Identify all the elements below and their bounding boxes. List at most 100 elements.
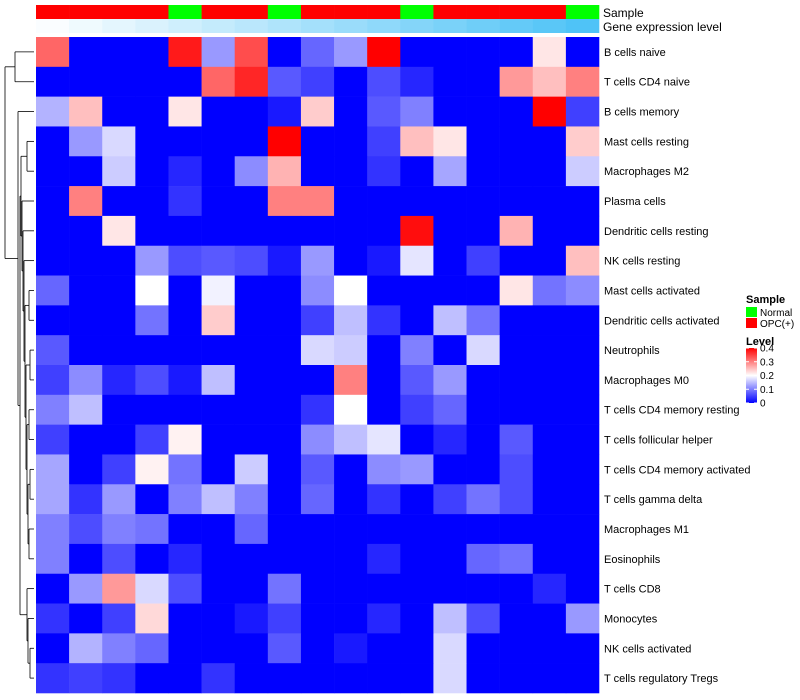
heatmap-cell — [135, 603, 169, 634]
heatmap-cell — [201, 245, 236, 276]
sample-annotation-cell — [367, 5, 401, 19]
heatmap-cell — [201, 126, 236, 157]
heatmap-cell — [267, 335, 302, 366]
legend-label-opc: OPC(+) — [760, 319, 794, 330]
heatmap-cell — [334, 365, 368, 396]
row-label: NK cells resting — [604, 256, 680, 268]
heatmap-cell — [400, 543, 434, 575]
heatmap-cell — [300, 66, 335, 97]
heatmap-cell — [36, 424, 70, 455]
heatmap-cell — [69, 454, 103, 485]
expression-annotation-cell — [532, 19, 567, 33]
heatmap-cell — [201, 335, 236, 366]
heatmap-cell — [466, 633, 500, 664]
heatmap-cell — [234, 663, 269, 694]
heatmap-cell — [466, 663, 500, 694]
heatmap-cell — [234, 126, 269, 157]
heatmap-cell — [433, 215, 467, 247]
row-label: Monocytes — [604, 613, 658, 625]
heatmap-cell — [334, 275, 368, 306]
heatmap-cell — [532, 365, 567, 396]
heatmap-cell — [532, 454, 567, 485]
heatmap-cell — [168, 484, 202, 515]
heatmap-cell — [400, 514, 434, 545]
legend-swatch-normal — [746, 307, 757, 317]
legend-tick-label: 0 — [760, 399, 766, 410]
legend-level-title: Level — [746, 336, 774, 348]
heatmap-cell — [334, 96, 368, 127]
row-label: T cells CD4 naive — [604, 77, 690, 89]
heatmap-cell — [168, 543, 202, 575]
heatmap-cell — [102, 454, 136, 485]
heatmap-cell — [532, 484, 567, 515]
row-dendrogram — [4, 51, 34, 679]
row-label: Dendritic cells activated — [604, 315, 720, 327]
heatmap-cell — [135, 573, 169, 604]
heatmap-cell — [36, 275, 70, 306]
expression-annotation-cell — [367, 19, 401, 33]
heatmap-cell — [234, 335, 269, 366]
heatmap-cell — [69, 156, 103, 187]
sample-annotation-cell — [102, 5, 136, 19]
heatmap-cell — [400, 245, 434, 276]
heatmap-cell — [69, 335, 103, 366]
heatmap-cell — [565, 96, 600, 127]
heatmap-cell — [367, 245, 401, 276]
heatmap-cell — [433, 454, 467, 485]
heatmap-cell — [234, 96, 269, 127]
heatmap-cell — [102, 275, 136, 306]
heatmap-cell — [267, 514, 302, 545]
heatmap-cell — [532, 335, 567, 366]
heatmap-cell — [499, 663, 534, 694]
heatmap-cell — [267, 305, 302, 336]
heatmap-cell — [300, 663, 335, 694]
heatmap-cell — [267, 633, 302, 664]
heatmap-cell — [367, 633, 401, 664]
heatmap-cell — [102, 365, 136, 396]
heatmap-cell — [466, 543, 500, 575]
heatmap-cell — [267, 126, 302, 157]
heatmap-cell — [102, 633, 136, 664]
heatmap-cell — [135, 663, 169, 694]
heatmap-cell — [466, 96, 500, 127]
legend-level-colorbar — [746, 348, 757, 403]
row-label: B cells memory — [604, 107, 680, 119]
heatmap-cell — [499, 365, 534, 396]
heatmap-cell — [433, 543, 467, 575]
annotation-label-sample: Sample — [603, 6, 644, 20]
heatmap-cell — [201, 215, 236, 247]
expression-annotation-cell — [168, 19, 202, 33]
heatmap-cell — [433, 37, 467, 68]
heatmap-cell — [201, 305, 236, 336]
heatmap-cell — [135, 454, 169, 485]
column-annotations — [36, 5, 600, 33]
heatmap-cell — [102, 245, 136, 276]
heatmap-cell — [433, 484, 467, 515]
heatmap-cell — [565, 126, 600, 157]
heatmap-cell — [234, 66, 269, 97]
heatmap-cell — [267, 543, 302, 575]
heatmap-cell — [466, 394, 500, 425]
heatmap-cell — [300, 484, 335, 515]
heatmap-cell — [499, 424, 534, 455]
heatmap-cell — [168, 186, 202, 217]
heatmap-cell — [234, 275, 269, 306]
heatmap-cell — [565, 156, 600, 187]
heatmap-cell — [135, 66, 169, 97]
heatmap-cell — [433, 335, 467, 366]
heatmap-cell — [565, 484, 600, 515]
heatmap-cell — [168, 66, 202, 97]
heatmap-cell — [300, 37, 335, 68]
heatmap-cell — [532, 96, 567, 127]
heatmap-cell — [201, 663, 236, 694]
heatmap-cell — [102, 126, 136, 157]
heatmap-cell — [466, 66, 500, 97]
heatmap-cell — [234, 186, 269, 217]
annotation-labels: Sample Gene expression level — [603, 6, 722, 34]
heatmap-cell — [466, 573, 500, 604]
heatmap-cell — [334, 245, 368, 276]
heatmap-cell — [135, 424, 169, 455]
heatmap-cell — [36, 573, 70, 604]
heatmap-cell — [433, 573, 467, 604]
heatmap-cell — [69, 245, 103, 276]
